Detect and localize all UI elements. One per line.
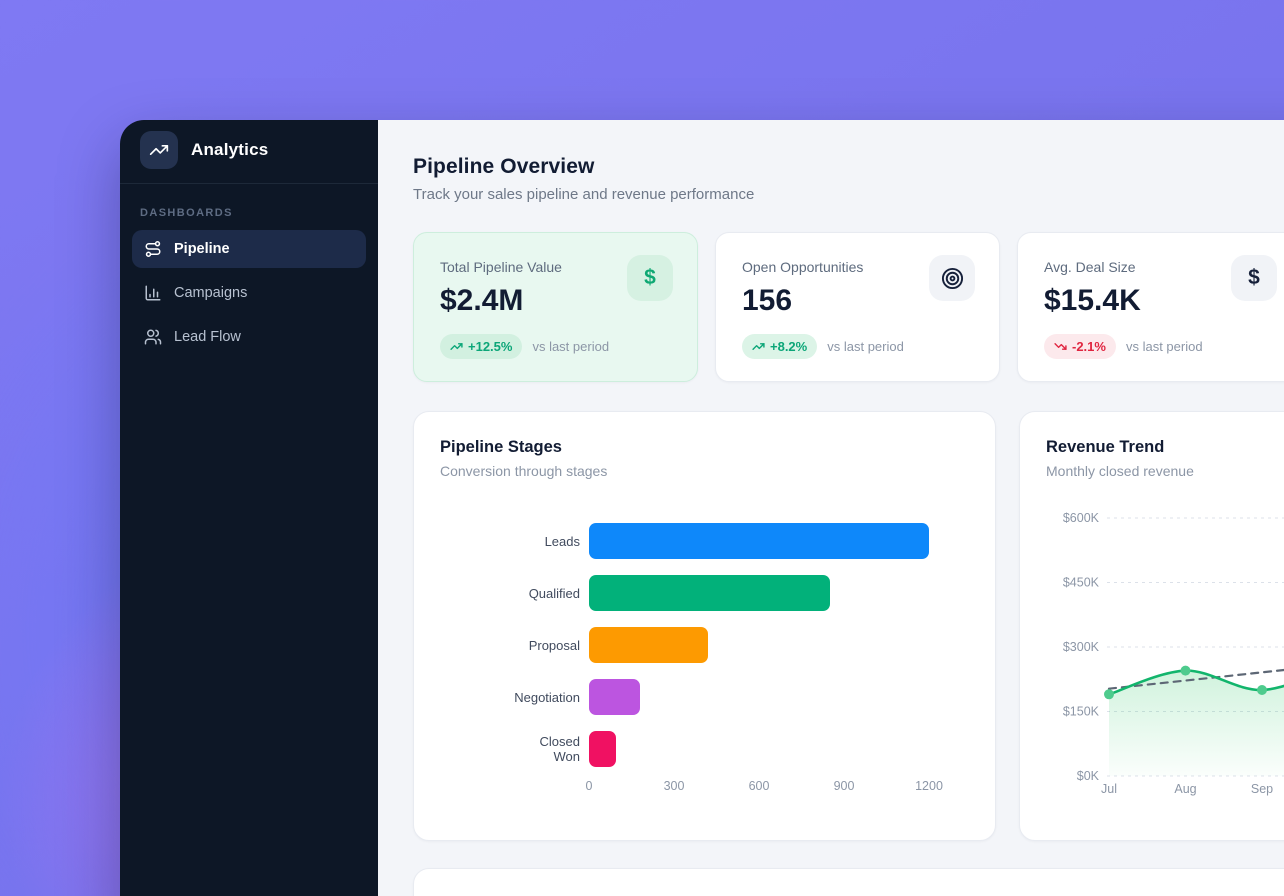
y-axis-tick: $450K — [1063, 576, 1100, 590]
bar-row: Qualified — [440, 575, 969, 611]
bar-row: Negotiation — [440, 679, 969, 715]
kpi-icon-tile: $ — [1231, 255, 1277, 301]
revenue-trend-card: Revenue Trend Monthly closed revenue $0K… — [1019, 411, 1284, 841]
kpi-label: Total Pipeline Value — [440, 259, 562, 275]
bar-proposal[interactable] — [589, 627, 708, 663]
app-window: Analytics DASHBOARDS Pipeline Campaigns — [120, 120, 1284, 896]
revenue-point-sep[interactable] — [1257, 685, 1267, 695]
pipeline-stages-xaxis: 0 300 600 900 1200 — [585, 779, 943, 797]
trending-down-icon — [1054, 343, 1067, 350]
kpi-value: $2.4M — [440, 284, 524, 317]
revenue-trend-chart: $0K $150K $300K $450K $600K Jul Aug Sep — [1063, 511, 1284, 796]
x-axis-tick: 600 — [748, 779, 770, 793]
analytics-logo — [140, 131, 178, 169]
bar-qualified[interactable] — [589, 575, 830, 611]
sidebar-item-pipeline[interactable]: Pipeline — [132, 230, 366, 268]
kpi-row: Total Pipeline Value $2.4M +12.5% vs las… — [413, 232, 1284, 382]
bar-closed-won[interactable] — [589, 731, 616, 767]
chart-title: Pipeline Stages — [440, 438, 562, 456]
kpi-value: $15.4K — [1044, 284, 1141, 317]
x-axis-tick: 900 — [833, 779, 855, 793]
chart-subtitle: Conversion through stages — [440, 463, 608, 479]
brand-name: Analytics — [191, 140, 269, 159]
sidebar: Analytics DASHBOARDS Pipeline Campaigns — [120, 120, 378, 896]
dollar-icon: $ — [1248, 266, 1260, 289]
trending-up-icon — [450, 343, 463, 350]
trend-line — [1107, 668, 1284, 690]
x-axis-tick: 1200 — [915, 779, 943, 793]
dollar-icon: $ — [644, 266, 656, 289]
bar-track — [589, 731, 929, 767]
page-subtitle: Track your sales pipeline and revenue pe… — [413, 186, 755, 203]
bar-category-label: Qualified — [528, 585, 580, 601]
kpi-icon-tile — [929, 255, 975, 301]
sidebar-item-campaigns[interactable]: Campaigns — [132, 274, 366, 312]
trending-up-icon — [752, 343, 765, 350]
y-axis-tick: $0K — [1077, 769, 1100, 783]
bar-category-label: Leads — [544, 533, 580, 549]
compare-text: vs last period — [1125, 339, 1203, 354]
sidebar-item-lead-flow[interactable]: Lead Flow — [132, 318, 366, 356]
trending-up-icon — [149, 145, 169, 155]
bar-category-label: Proposal — [528, 637, 580, 653]
sidebar-section-label: DASHBOARDS — [140, 207, 233, 219]
page-title: Pipeline Overview — [413, 155, 595, 178]
bar-row: Proposal — [440, 627, 969, 663]
bar-chart-icon — [145, 285, 161, 301]
kpi-label: Avg. Deal Size — [1044, 259, 1136, 275]
delta-badge: -2.1% — [1044, 334, 1116, 359]
x-axis-tick: 0 — [585, 779, 593, 793]
sidebar-nav: Pipeline Campaigns Lead Flow — [120, 230, 378, 356]
delta-badge: +12.5% — [440, 334, 523, 359]
bottom-card-partial — [413, 868, 1284, 896]
x-axis-tick: Aug — [1174, 782, 1196, 796]
kpi-value: 156 — [742, 284, 793, 317]
chart-subtitle: Monthly closed revenue — [1046, 463, 1194, 479]
sidebar-item-label: Lead Flow — [174, 329, 241, 345]
revenue-point-aug[interactable] — [1180, 665, 1191, 676]
sidebar-item-label: Pipeline — [174, 241, 230, 257]
y-axis-tick: $150K — [1063, 705, 1100, 719]
compare-text: vs last period — [532, 339, 610, 354]
pipeline-stages-card: Pipeline Stages Conversion through stage… — [413, 411, 996, 841]
bar-track — [589, 523, 929, 559]
pipeline-stages-plot: Leads Qualified Proposal Negotiation Closed … — [440, 523, 969, 767]
charts-row: Pipeline Stages Conversion through stage… — [413, 411, 1284, 841]
bar-category-label: Negotiation — [514, 689, 580, 705]
kpi-icon-tile: $ — [627, 255, 673, 301]
compare-text: vs last period — [827, 339, 904, 354]
bar-row: Leads — [440, 523, 969, 559]
revenue-area — [1109, 670, 1284, 776]
x-axis-tick: Sep — [1251, 782, 1273, 796]
revenue-point-jul[interactable] — [1104, 689, 1114, 700]
delta-badge: +8.2% — [742, 334, 818, 359]
kpi-card-total-pipeline-value[interactable]: Total Pipeline Value $2.4M +12.5% vs las… — [413, 232, 698, 382]
kpi-card-open-opportunities[interactable]: Open Opportunities 156 +8.2% vs last per… — [715, 232, 1000, 382]
y-axis-tick: $300K — [1063, 640, 1100, 654]
x-axis-tick: Jul — [1101, 782, 1117, 796]
kpi-card-avg-deal-size[interactable]: Avg. Deal Size $15.4K -2.1% vs last peri… — [1017, 232, 1284, 382]
sidebar-item-label: Campaigns — [174, 285, 248, 301]
main-content: Pipeline Overview Track your sales pipel… — [378, 120, 1284, 896]
bar-track — [589, 575, 929, 611]
bar-track — [589, 627, 929, 663]
bar-category-label: Closed Won — [539, 734, 580, 764]
y-axis-tick: $600K — [1063, 511, 1100, 525]
target-icon — [941, 267, 963, 289]
x-axis-tick: 300 — [663, 779, 685, 793]
bar-row: Closed Won — [440, 731, 969, 767]
brand-header: Analytics — [120, 120, 378, 184]
bar-track — [589, 679, 929, 715]
route-icon — [145, 241, 161, 257]
revenue-line — [1107, 669, 1284, 696]
bar-negotiation[interactable] — [589, 679, 640, 715]
kpi-label: Open Opportunities — [742, 259, 864, 275]
bar-leads[interactable] — [589, 523, 929, 559]
users-icon — [144, 329, 162, 345]
chart-title: Revenue Trend — [1046, 438, 1165, 456]
